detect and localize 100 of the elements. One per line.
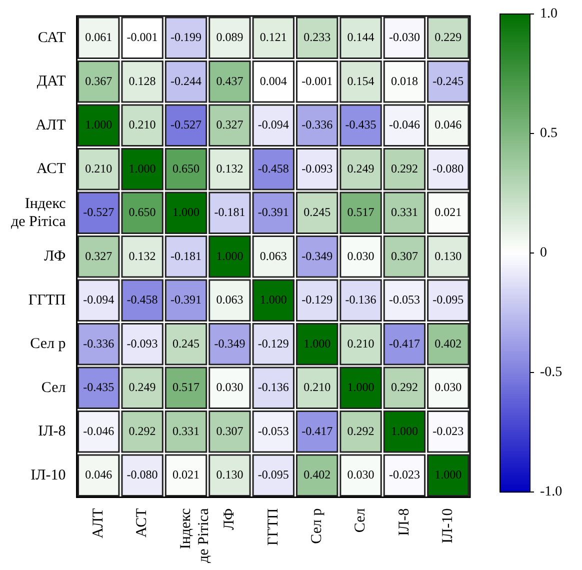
- data-label: 0.210: [304, 380, 331, 394]
- data-label: 1.000: [172, 205, 200, 220]
- data-label: 0.307: [390, 248, 418, 263]
- data-label: -0.349: [214, 336, 246, 350]
- data-label: 0.121: [260, 30, 287, 44]
- data-label: 0.292: [347, 424, 374, 438]
- data-label: -0.245: [432, 74, 464, 88]
- data-label: -0.129: [302, 292, 333, 307]
- data-label: -0.435: [345, 118, 376, 132]
- data-label: 0.402: [304, 468, 331, 482]
- data-label: -0.417: [388, 336, 420, 350]
- data-label: -0.023: [388, 468, 420, 482]
- data-label: 0.517: [347, 205, 374, 220]
- data-label: -0.181: [170, 248, 202, 263]
- data-label: 0.331: [172, 424, 200, 438]
- data-label: -0.181: [214, 205, 246, 220]
- data-label: 0.046: [434, 118, 462, 132]
- x-tick-label: Сел: [352, 508, 369, 533]
- data-label: -0.046: [83, 424, 114, 438]
- data-label: -0.095: [432, 292, 464, 307]
- data-label: -0.458: [126, 292, 158, 307]
- y-tick-label: ГГТП: [28, 292, 66, 308]
- data-label: 0.030: [434, 380, 462, 394]
- data-label: 0.063: [260, 248, 287, 263]
- data-label: -0.136: [258, 380, 289, 394]
- data-label: -0.349: [302, 248, 333, 263]
- y-tick-label: ЛФ: [44, 248, 66, 265]
- y-tick-label: Сел р: [30, 336, 66, 352]
- data-label: 0.089: [216, 30, 244, 44]
- data-label: -0.080: [126, 468, 158, 482]
- data-label: 0.021: [434, 205, 462, 220]
- x-tick-label: ЛФ: [222, 508, 238, 530]
- data-label: 0.046: [85, 468, 112, 482]
- data-label: 0.154: [347, 74, 374, 88]
- data-label: 1.000: [390, 424, 418, 438]
- data-label: -0.023: [432, 424, 464, 438]
- data-label: -0.093: [126, 336, 158, 350]
- data-label: -0.391: [258, 205, 289, 220]
- data-label: -0.001: [302, 74, 333, 88]
- data-label: -0.136: [345, 292, 376, 307]
- data-label: 0.292: [128, 424, 156, 438]
- x-tick-label: ГГТП: [265, 508, 282, 546]
- color-bar-label: 1.0: [540, 6, 558, 22]
- data-label: 1.000: [128, 161, 156, 176]
- data-label: 1.000: [347, 380, 374, 394]
- data-label: -0.030: [388, 30, 420, 44]
- y-tick-label: АСТ: [36, 161, 66, 178]
- data-label: 0.517: [172, 380, 200, 394]
- data-label: 0.128: [128, 74, 156, 88]
- x-tick-label: ІЛ-10: [440, 508, 456, 544]
- data-label: 0.245: [172, 336, 200, 350]
- x-tick-label: АЛТ: [90, 508, 107, 538]
- y-tick-label: ДАТ: [36, 74, 66, 90]
- data-label: -0.053: [388, 292, 420, 307]
- data-label: 1.000: [260, 292, 287, 307]
- data-label: 0.030: [347, 468, 374, 482]
- y-tick-label: Індекс де Рітіса: [10, 196, 66, 230]
- data-label: -0.046: [388, 118, 420, 132]
- data-label: -0.417: [302, 424, 333, 438]
- data-label: 0.030: [216, 380, 244, 394]
- data-label: 0.327: [216, 118, 244, 132]
- x-tick-label: ІЛ-8: [396, 508, 412, 536]
- data-label: -0.129: [258, 336, 289, 350]
- x-tick-label: Сел р: [309, 508, 326, 544]
- data-label: 0.437: [216, 74, 244, 88]
- data-label: -0.094: [83, 292, 114, 307]
- color-bar-label: 0: [540, 246, 547, 261]
- data-label: 0.307: [216, 424, 244, 438]
- x-tick-label: Індекс де Рітіса: [178, 508, 212, 564]
- data-label: 0.030: [347, 248, 374, 263]
- data-label: -0.527: [83, 205, 114, 220]
- data-label: -0.094: [258, 118, 289, 132]
- data-label: 0.130: [216, 468, 244, 482]
- data-label: 0.292: [390, 161, 418, 176]
- data-label: -0.053: [258, 424, 289, 438]
- data-label: -0.458: [258, 161, 289, 176]
- data-label: 0.402: [434, 336, 462, 350]
- y-tick-label: ІЛ-10: [30, 467, 66, 484]
- data-label: -0.244: [170, 74, 202, 88]
- data-label: 0.210: [128, 118, 156, 132]
- data-label: -0.095: [258, 468, 289, 482]
- data-label: 0.229: [434, 30, 462, 44]
- data-label: 0.132: [216, 161, 244, 176]
- data-label: 0.021: [172, 468, 200, 482]
- data-label: 0.063: [216, 292, 244, 307]
- x-tick-label: АСТ: [134, 508, 150, 538]
- data-label: 0.331: [390, 205, 418, 220]
- data-label: 0.650: [172, 161, 200, 176]
- data-label: 1.000: [434, 468, 462, 482]
- data-label: 0.210: [85, 161, 112, 176]
- y-tick-label: АЛТ: [36, 117, 66, 134]
- data-label: 0.249: [347, 161, 374, 176]
- data-label: 0.650: [128, 205, 156, 220]
- data-label: -0.336: [302, 118, 333, 132]
- data-label: -0.001: [126, 30, 158, 44]
- data-label: 0.004: [260, 74, 287, 88]
- data-label: -0.080: [432, 161, 464, 176]
- data-label: -0.336: [83, 336, 114, 350]
- data-label: -0.199: [170, 30, 202, 44]
- data-label: -0.093: [302, 161, 333, 176]
